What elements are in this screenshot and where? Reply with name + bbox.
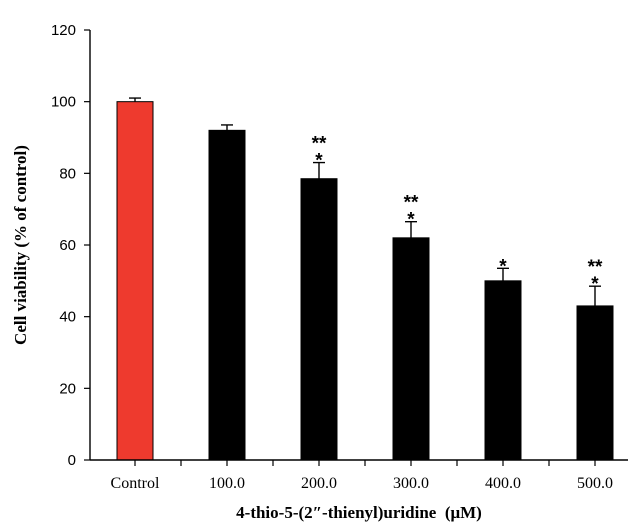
x-axis-title: 4-thio-5-(2″-thienyl)uridine (μM) bbox=[236, 503, 482, 522]
error-bar-300.0 bbox=[405, 221, 417, 238]
y-tick-label: 120 bbox=[51, 22, 76, 39]
error-bar-400.0 bbox=[497, 267, 509, 281]
significance-200.0: ** * bbox=[312, 134, 327, 172]
y-tick-label: 20 bbox=[59, 380, 76, 397]
x-tick-label: 400.0 bbox=[485, 475, 521, 492]
y-axis-ticks: 0 20 40 60 80 100 120 bbox=[51, 22, 90, 469]
bars bbox=[116, 101, 614, 461]
error-bars bbox=[129, 97, 601, 306]
significance-400.0: * bbox=[499, 256, 507, 277]
x-tick-label: 300.0 bbox=[393, 475, 429, 492]
error-bar-100.0 bbox=[221, 124, 233, 131]
significance-300.0: ** * bbox=[404, 193, 419, 231]
y-tick-label: 80 bbox=[59, 165, 76, 182]
y-tick-label: 0 bbox=[68, 452, 76, 469]
x-tick-label: Control bbox=[111, 475, 160, 492]
bar-500.0 bbox=[576, 305, 614, 461]
x-axis-ticks: Control 100.0 200.0 300.0 400.0 500.0 bbox=[111, 460, 613, 492]
bar-200.0 bbox=[300, 178, 338, 461]
bar-400.0 bbox=[484, 280, 522, 461]
y-tick-label: 40 bbox=[59, 309, 76, 326]
x-tick-label: 100.0 bbox=[209, 475, 245, 492]
error-bar-200.0 bbox=[313, 161, 325, 179]
y-tick-label: 100 bbox=[51, 94, 76, 111]
significance-labels: ** *** ** ** * bbox=[312, 134, 603, 296]
y-tick-label: 60 bbox=[59, 237, 76, 254]
error-bar-Control bbox=[129, 97, 141, 102]
y-axis-title: Cell viability (% of control) bbox=[11, 145, 30, 345]
significance-500.0: ** * bbox=[588, 257, 603, 295]
x-tick-label: 200.0 bbox=[301, 475, 337, 492]
x-tick-label: 500.0 bbox=[577, 475, 613, 492]
bar-300.0 bbox=[392, 237, 430, 461]
bar-100.0 bbox=[208, 129, 246, 461]
bar-Control bbox=[116, 101, 154, 461]
error-bar-500.0 bbox=[589, 285, 601, 306]
